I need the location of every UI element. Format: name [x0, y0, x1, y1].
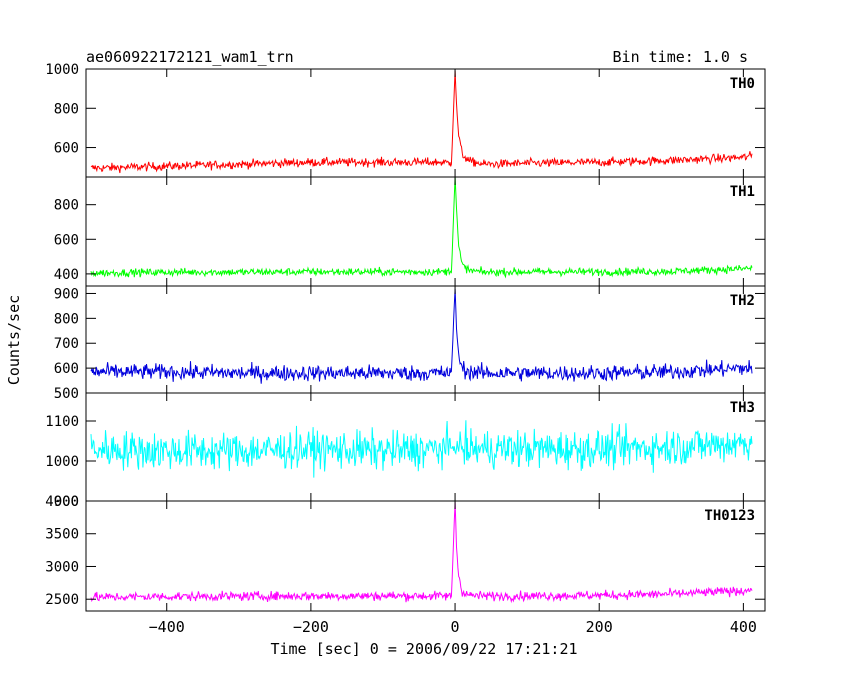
- panel-th0123: 2500 3000 3500 4000 TH0123: [45, 494, 766, 612]
- y-tick-label: 3000: [45, 559, 79, 575]
- panel-name: TH3: [730, 400, 755, 416]
- y-tick-label: 700: [54, 336, 79, 352]
- bin-time-label: Bin time: 1.0 s: [613, 48, 748, 66]
- panel-th2: 500 600 700 800 900 TH2: [54, 285, 766, 402]
- panel-name: TH2: [730, 293, 755, 309]
- y-tick-label: 900: [54, 286, 79, 302]
- x-tick-label: 200: [586, 618, 613, 636]
- y-tick-label: 1100: [45, 414, 79, 430]
- x-tick-label: 400: [730, 618, 757, 636]
- y-tick-label: 1000: [45, 454, 79, 470]
- y-tick-label: 2500: [45, 592, 79, 608]
- y-tick-label: 600: [54, 361, 79, 377]
- panel-th1: 400 600 800 TH1: [54, 176, 766, 287]
- y-tick-label: 800: [54, 198, 79, 214]
- series-line-th2: [90, 289, 753, 384]
- y-tick-label: 400: [54, 267, 79, 283]
- y-tick-label: 1000: [45, 62, 79, 78]
- y-axis-label: Counts/sec: [5, 295, 23, 385]
- x-axis-label: Time [sec] 0 = 2006/09/22 17:21:21: [270, 640, 577, 658]
- x-tick-label: −400: [149, 618, 185, 636]
- series-line-th3: [90, 420, 753, 478]
- y-tick-label: 800: [54, 101, 79, 117]
- y-tick-label: 800: [54, 311, 79, 327]
- series-line-th0123: [90, 502, 753, 604]
- panel-frame: [85, 285, 766, 394]
- panel-name: TH1: [730, 184, 755, 200]
- y-tick-label: 500: [54, 386, 79, 402]
- y-tick-label: 600: [54, 141, 79, 157]
- panels-group: 600 800 1000 TH0 400 600 800 TH1 500 600 700 800 900…: [45, 62, 766, 636]
- panel-name: TH0: [730, 76, 755, 92]
- y-tick-label: 900: [54, 494, 79, 510]
- series-line-th0: [90, 70, 753, 174]
- chart-title: ae060922172121_wam1_trn: [86, 48, 294, 66]
- panel-name: TH0123: [704, 508, 755, 524]
- y-tick-label: 4000: [45, 494, 79, 510]
- series-line-th1: [90, 176, 753, 279]
- y-tick-label: 600: [54, 232, 79, 248]
- x-tick-label: 0: [451, 618, 460, 636]
- panel-th3: 900 1000 1100 TH3: [45, 392, 766, 510]
- panel-th0: 600 800 1000 TH0: [45, 62, 766, 178]
- y-tick-label: 3500: [45, 527, 79, 543]
- panel-frame: [85, 500, 766, 612]
- x-tick-label: −200: [293, 618, 329, 636]
